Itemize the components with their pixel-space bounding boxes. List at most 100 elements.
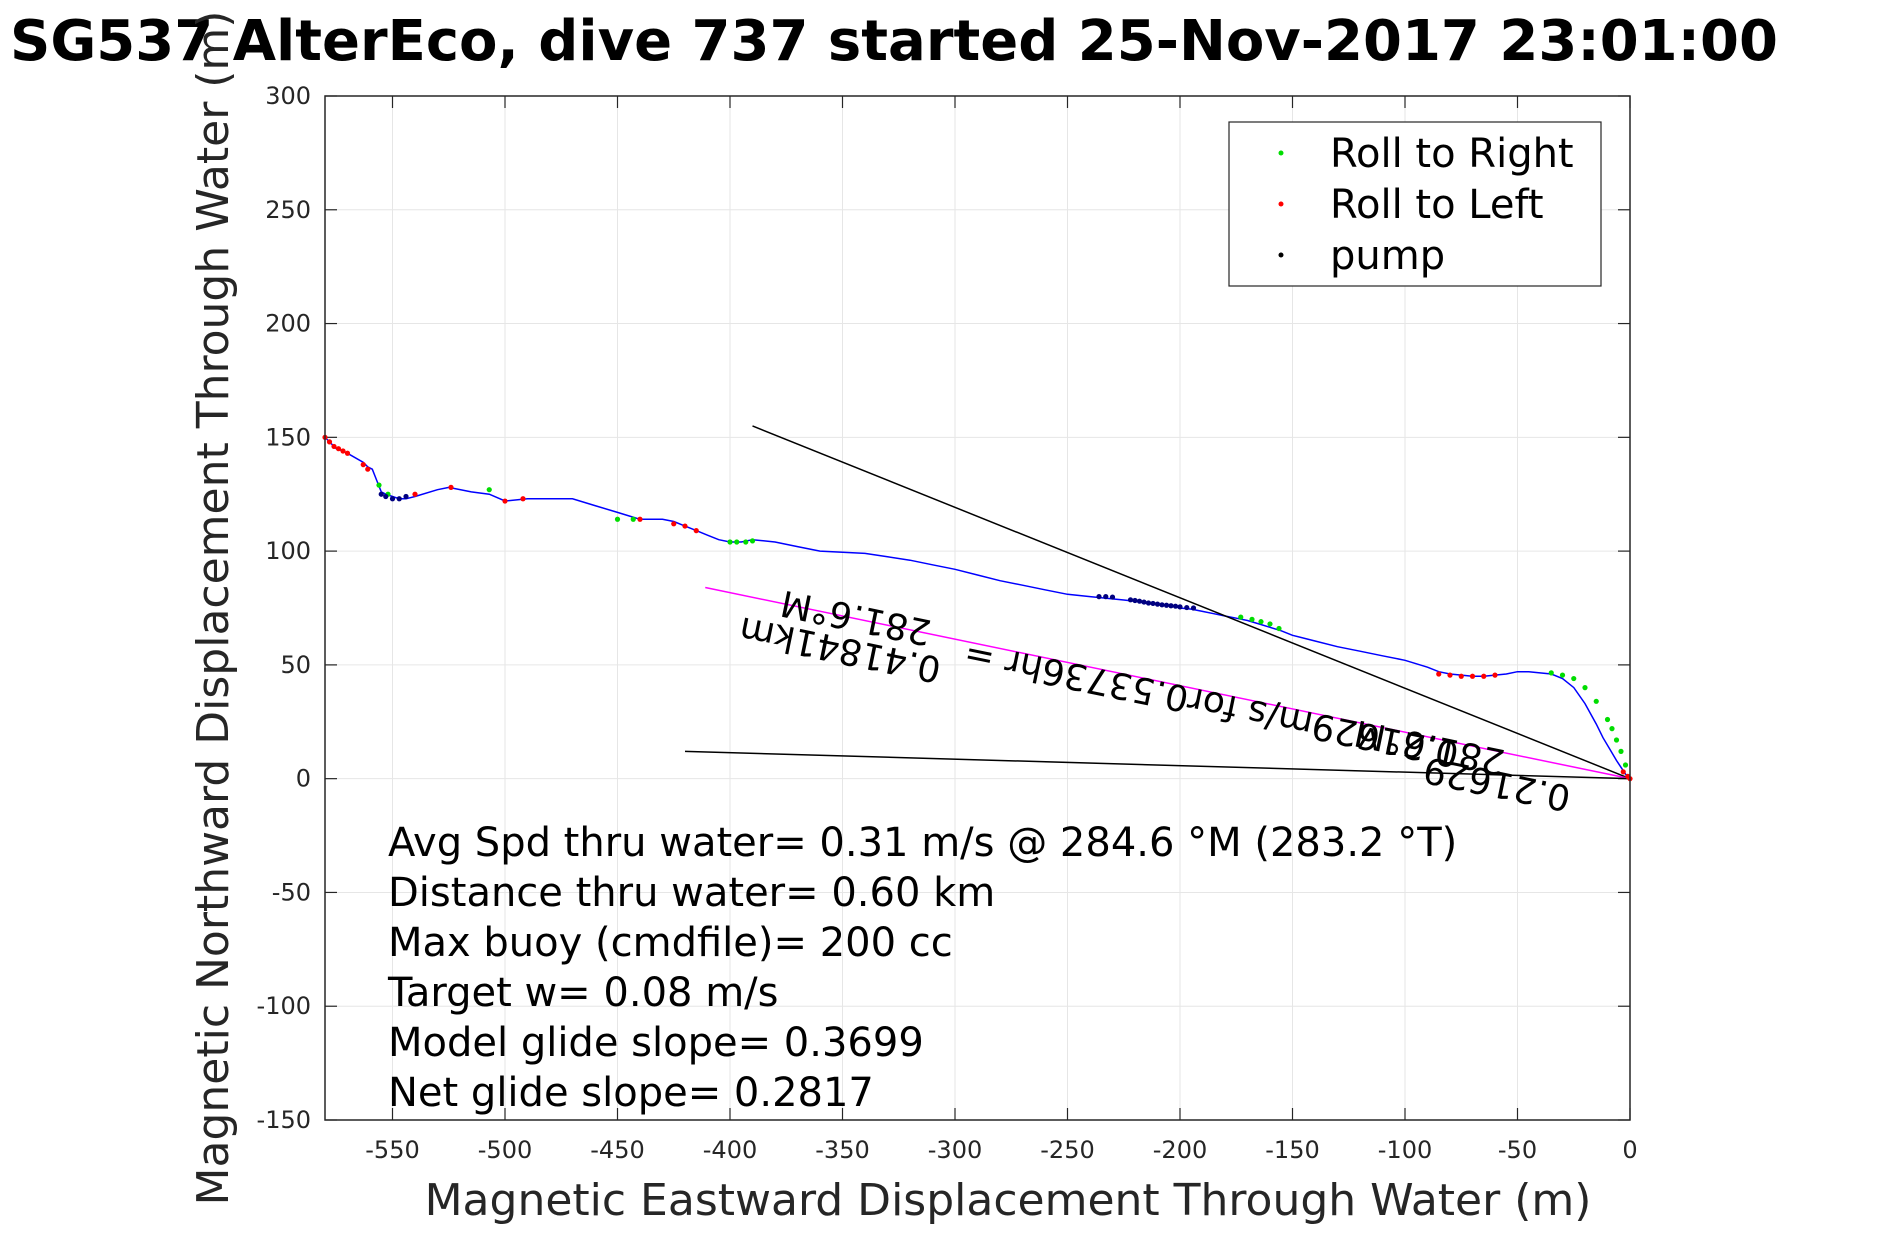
roll-right-point	[749, 538, 756, 544]
x-tick-label: -550	[365, 1136, 419, 1164]
roll-right-point	[1238, 614, 1244, 620]
y-tick-label: 250	[265, 196, 311, 224]
roll-left-point	[1481, 673, 1487, 679]
roll-right-point	[1593, 698, 1599, 704]
pump-point	[1177, 604, 1183, 610]
legend-marker-pump	[1278, 252, 1284, 258]
roll-left-point	[520, 496, 526, 502]
pump-point	[378, 491, 384, 497]
pump-point	[383, 493, 389, 500]
pump-point	[1190, 605, 1197, 611]
markers	[322, 434, 1633, 782]
x-tick-label: -100	[1378, 1136, 1432, 1164]
roll-right-point	[614, 516, 621, 522]
legend-box	[1228, 121, 1602, 287]
x-tick-label: -300	[928, 1136, 982, 1164]
roll-right-point	[376, 482, 382, 488]
roll-left-point	[1469, 673, 1476, 679]
roll-right-point	[1276, 625, 1282, 632]
roll-left-point	[1492, 672, 1498, 678]
pump-point	[389, 496, 396, 502]
tick-labels: -550 -500 -450 -400 -350 -300 -250 -200 -150 -100…	[257, 82, 1638, 1164]
roll-right-point	[1582, 685, 1588, 691]
roll-left-point	[502, 498, 508, 504]
roll-right-point	[743, 539, 749, 545]
roll-left-point	[1436, 671, 1442, 677]
roll-left-point	[340, 448, 346, 454]
pump-point	[1184, 604, 1190, 611]
y-tick-label: 0	[296, 765, 311, 793]
legend-label-roll-left: Roll to Left	[1330, 182, 1544, 228]
pump-point	[1159, 602, 1165, 608]
roll-right-point	[1622, 762, 1629, 768]
roll-left-point	[365, 466, 371, 472]
roll-left-point	[412, 491, 418, 497]
roll-left-point	[448, 484, 454, 490]
reference-lines	[684, 425, 1631, 780]
y-axis-label: Magnetic Northward Displacement Through …	[188, 11, 239, 1206]
x-axis-label: Magnetic Eastward Displacement Through W…	[425, 1175, 1592, 1226]
y-tick-label: -150	[257, 1106, 311, 1134]
x-tick-label: -400	[703, 1136, 757, 1164]
x-tick-label: -50	[1498, 1136, 1537, 1164]
roll-right-point	[1258, 619, 1264, 625]
roll-right-point	[1548, 670, 1554, 676]
pump-point	[1145, 600, 1152, 606]
roll-right-point	[1249, 616, 1255, 622]
y-tick-label: 200	[265, 310, 311, 338]
x-tick-label: -350	[815, 1136, 869, 1164]
stats-block: Avg Spd thru water= 0.31 m/s @ 284.6 °M …	[387, 820, 1457, 1116]
roll-left-point	[335, 446, 342, 452]
pump-point	[1172, 603, 1179, 609]
roll-left-point	[1458, 673, 1464, 679]
stats-target-w: Target w= 0.08 m/s	[387, 970, 778, 1016]
roll-right-point	[1559, 672, 1566, 678]
x-tick-label: -250	[1040, 1136, 1094, 1164]
pump-point	[1163, 602, 1170, 608]
pump-point	[1096, 594, 1102, 600]
pump-point	[1109, 594, 1116, 600]
reference-line-heading	[752, 425, 1631, 780]
pump-point	[403, 493, 409, 500]
pump-point	[1136, 598, 1143, 604]
chart-title: SG537 AlterEco, dive 737 started 25-Nov-…	[10, 9, 1778, 74]
reference-line-drift	[684, 750, 1631, 780]
reference-line-current	[705, 586, 1631, 780]
legend: Roll to Right Roll to Left pump	[1228, 121, 1602, 287]
y-tick-label: -100	[257, 992, 311, 1020]
plot-frame	[324, 95, 1631, 1121]
stats-avg-speed: Avg Spd thru water= 0.31 m/s @ 284.6 °M …	[388, 820, 1457, 866]
stats-max-buoy: Max buoy (cmdfile)= 200 cc	[388, 920, 953, 966]
legend-marker-roll-right	[1278, 150, 1284, 156]
roll-left-point	[671, 521, 677, 527]
roll-right-point	[630, 516, 636, 522]
x-tick-label: 0	[1622, 1136, 1637, 1164]
legend-label-roll-right: Roll to Right	[1330, 131, 1574, 177]
pump-point	[1141, 599, 1147, 605]
roll-right-point	[1571, 675, 1577, 682]
x-tick-label: -150	[1265, 1136, 1319, 1164]
pump-point	[1132, 597, 1138, 604]
roll-right-point	[486, 487, 492, 493]
roll-right-point	[727, 539, 733, 545]
roll-left-point	[331, 443, 337, 450]
pump-point	[1154, 601, 1161, 607]
stats-model-glide-slope: Model glide slope= 0.3699	[388, 1020, 924, 1066]
roll-right-point	[734, 539, 740, 545]
y-tick-label: 50	[280, 651, 311, 679]
legend-marker-roll-left	[1278, 201, 1284, 207]
y-tick-label: 300	[265, 82, 311, 110]
roll-right-point	[1604, 716, 1611, 723]
roll-right-point	[1613, 737, 1620, 743]
roll-right-point	[1609, 726, 1615, 732]
x-tick-label: -450	[590, 1136, 644, 1164]
y-tick-label: -50	[272, 878, 311, 906]
roll-left-point	[1447, 672, 1453, 678]
legend-label-pump: pump	[1330, 233, 1445, 279]
roll-left-point	[682, 523, 688, 529]
stats-distance: Distance thru water= 0.60 km	[388, 870, 995, 916]
roll-left-point	[326, 439, 333, 445]
x-tick-label: -500	[478, 1136, 532, 1164]
roll-left-point	[360, 462, 366, 468]
